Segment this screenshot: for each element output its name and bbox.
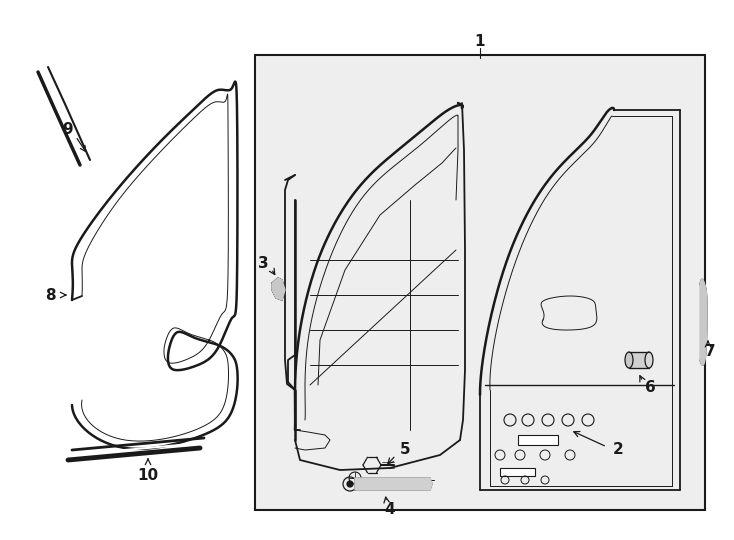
Text: 1: 1	[475, 35, 485, 50]
Text: 2: 2	[613, 442, 623, 457]
Bar	[629, 352, 649, 368]
Circle shape	[347, 481, 353, 487]
Text: 7: 7	[705, 345, 716, 360]
Text: 5: 5	[400, 442, 410, 457]
Text: 4: 4	[385, 503, 396, 517]
Text: 6: 6	[644, 381, 655, 395]
Ellipse shape	[645, 352, 653, 368]
Text: 9: 9	[62, 123, 73, 138]
Bar	[500, 468, 535, 476]
Text: 3: 3	[258, 255, 269, 271]
Ellipse shape	[625, 352, 633, 368]
Bar	[518, 435, 558, 445]
Polygon shape	[700, 279, 707, 365]
Text: 8: 8	[45, 287, 55, 302]
Polygon shape	[355, 478, 432, 490]
Bar	[255, 55, 705, 510]
Polygon shape	[272, 278, 285, 300]
Text: 10: 10	[137, 468, 159, 483]
